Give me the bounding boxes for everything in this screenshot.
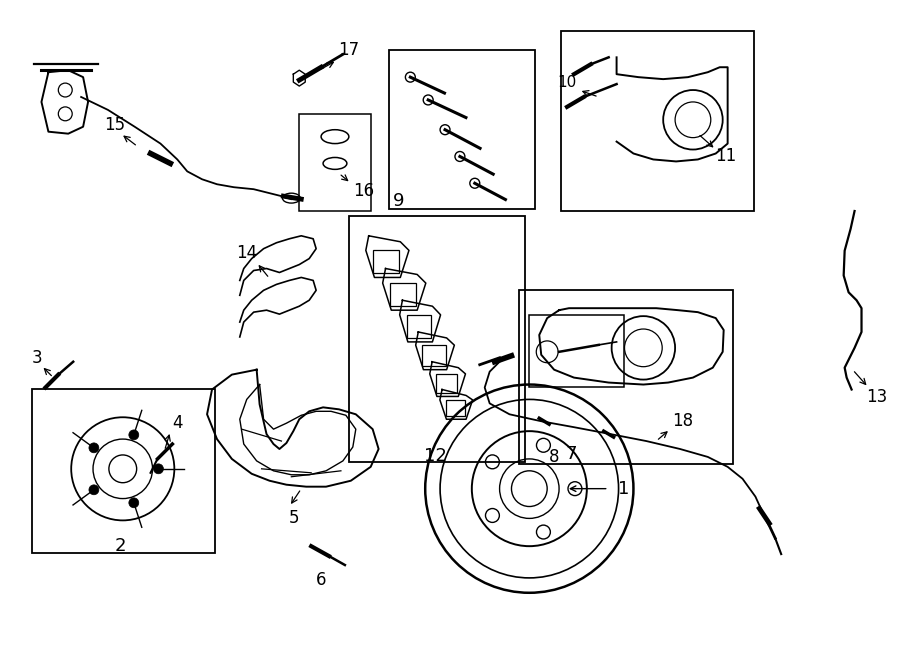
Text: 16: 16 (353, 182, 374, 200)
Text: 4: 4 (172, 414, 183, 432)
Bar (561, 30, 754, 211)
Text: 1: 1 (617, 480, 629, 498)
Circle shape (89, 443, 99, 453)
Bar (300, 114, 371, 211)
Text: 9: 9 (392, 192, 404, 210)
Circle shape (129, 430, 139, 440)
Text: 8: 8 (549, 448, 560, 466)
Text: 11: 11 (715, 147, 736, 165)
Bar (422, 345, 446, 366)
Bar (349, 216, 526, 462)
Text: 12: 12 (424, 447, 446, 465)
Text: 5: 5 (289, 510, 300, 527)
Bar (519, 290, 733, 464)
Text: 13: 13 (866, 389, 887, 407)
Bar (529, 315, 624, 387)
Bar (390, 283, 416, 306)
Circle shape (154, 464, 164, 474)
Bar (389, 50, 536, 209)
Text: 10: 10 (557, 75, 577, 90)
Text: 14: 14 (236, 244, 257, 262)
Text: 6: 6 (316, 571, 327, 589)
Bar (407, 315, 431, 338)
Circle shape (129, 498, 139, 508)
Text: 7: 7 (565, 445, 577, 463)
Text: 3: 3 (32, 349, 41, 367)
Text: 17: 17 (338, 42, 359, 59)
Bar (32, 389, 215, 553)
Bar (374, 251, 400, 273)
Bar (446, 400, 465, 416)
Circle shape (89, 485, 99, 495)
Bar (436, 374, 457, 393)
Text: 18: 18 (672, 412, 694, 430)
Text: 15: 15 (104, 116, 125, 134)
Text: 2: 2 (115, 537, 127, 555)
